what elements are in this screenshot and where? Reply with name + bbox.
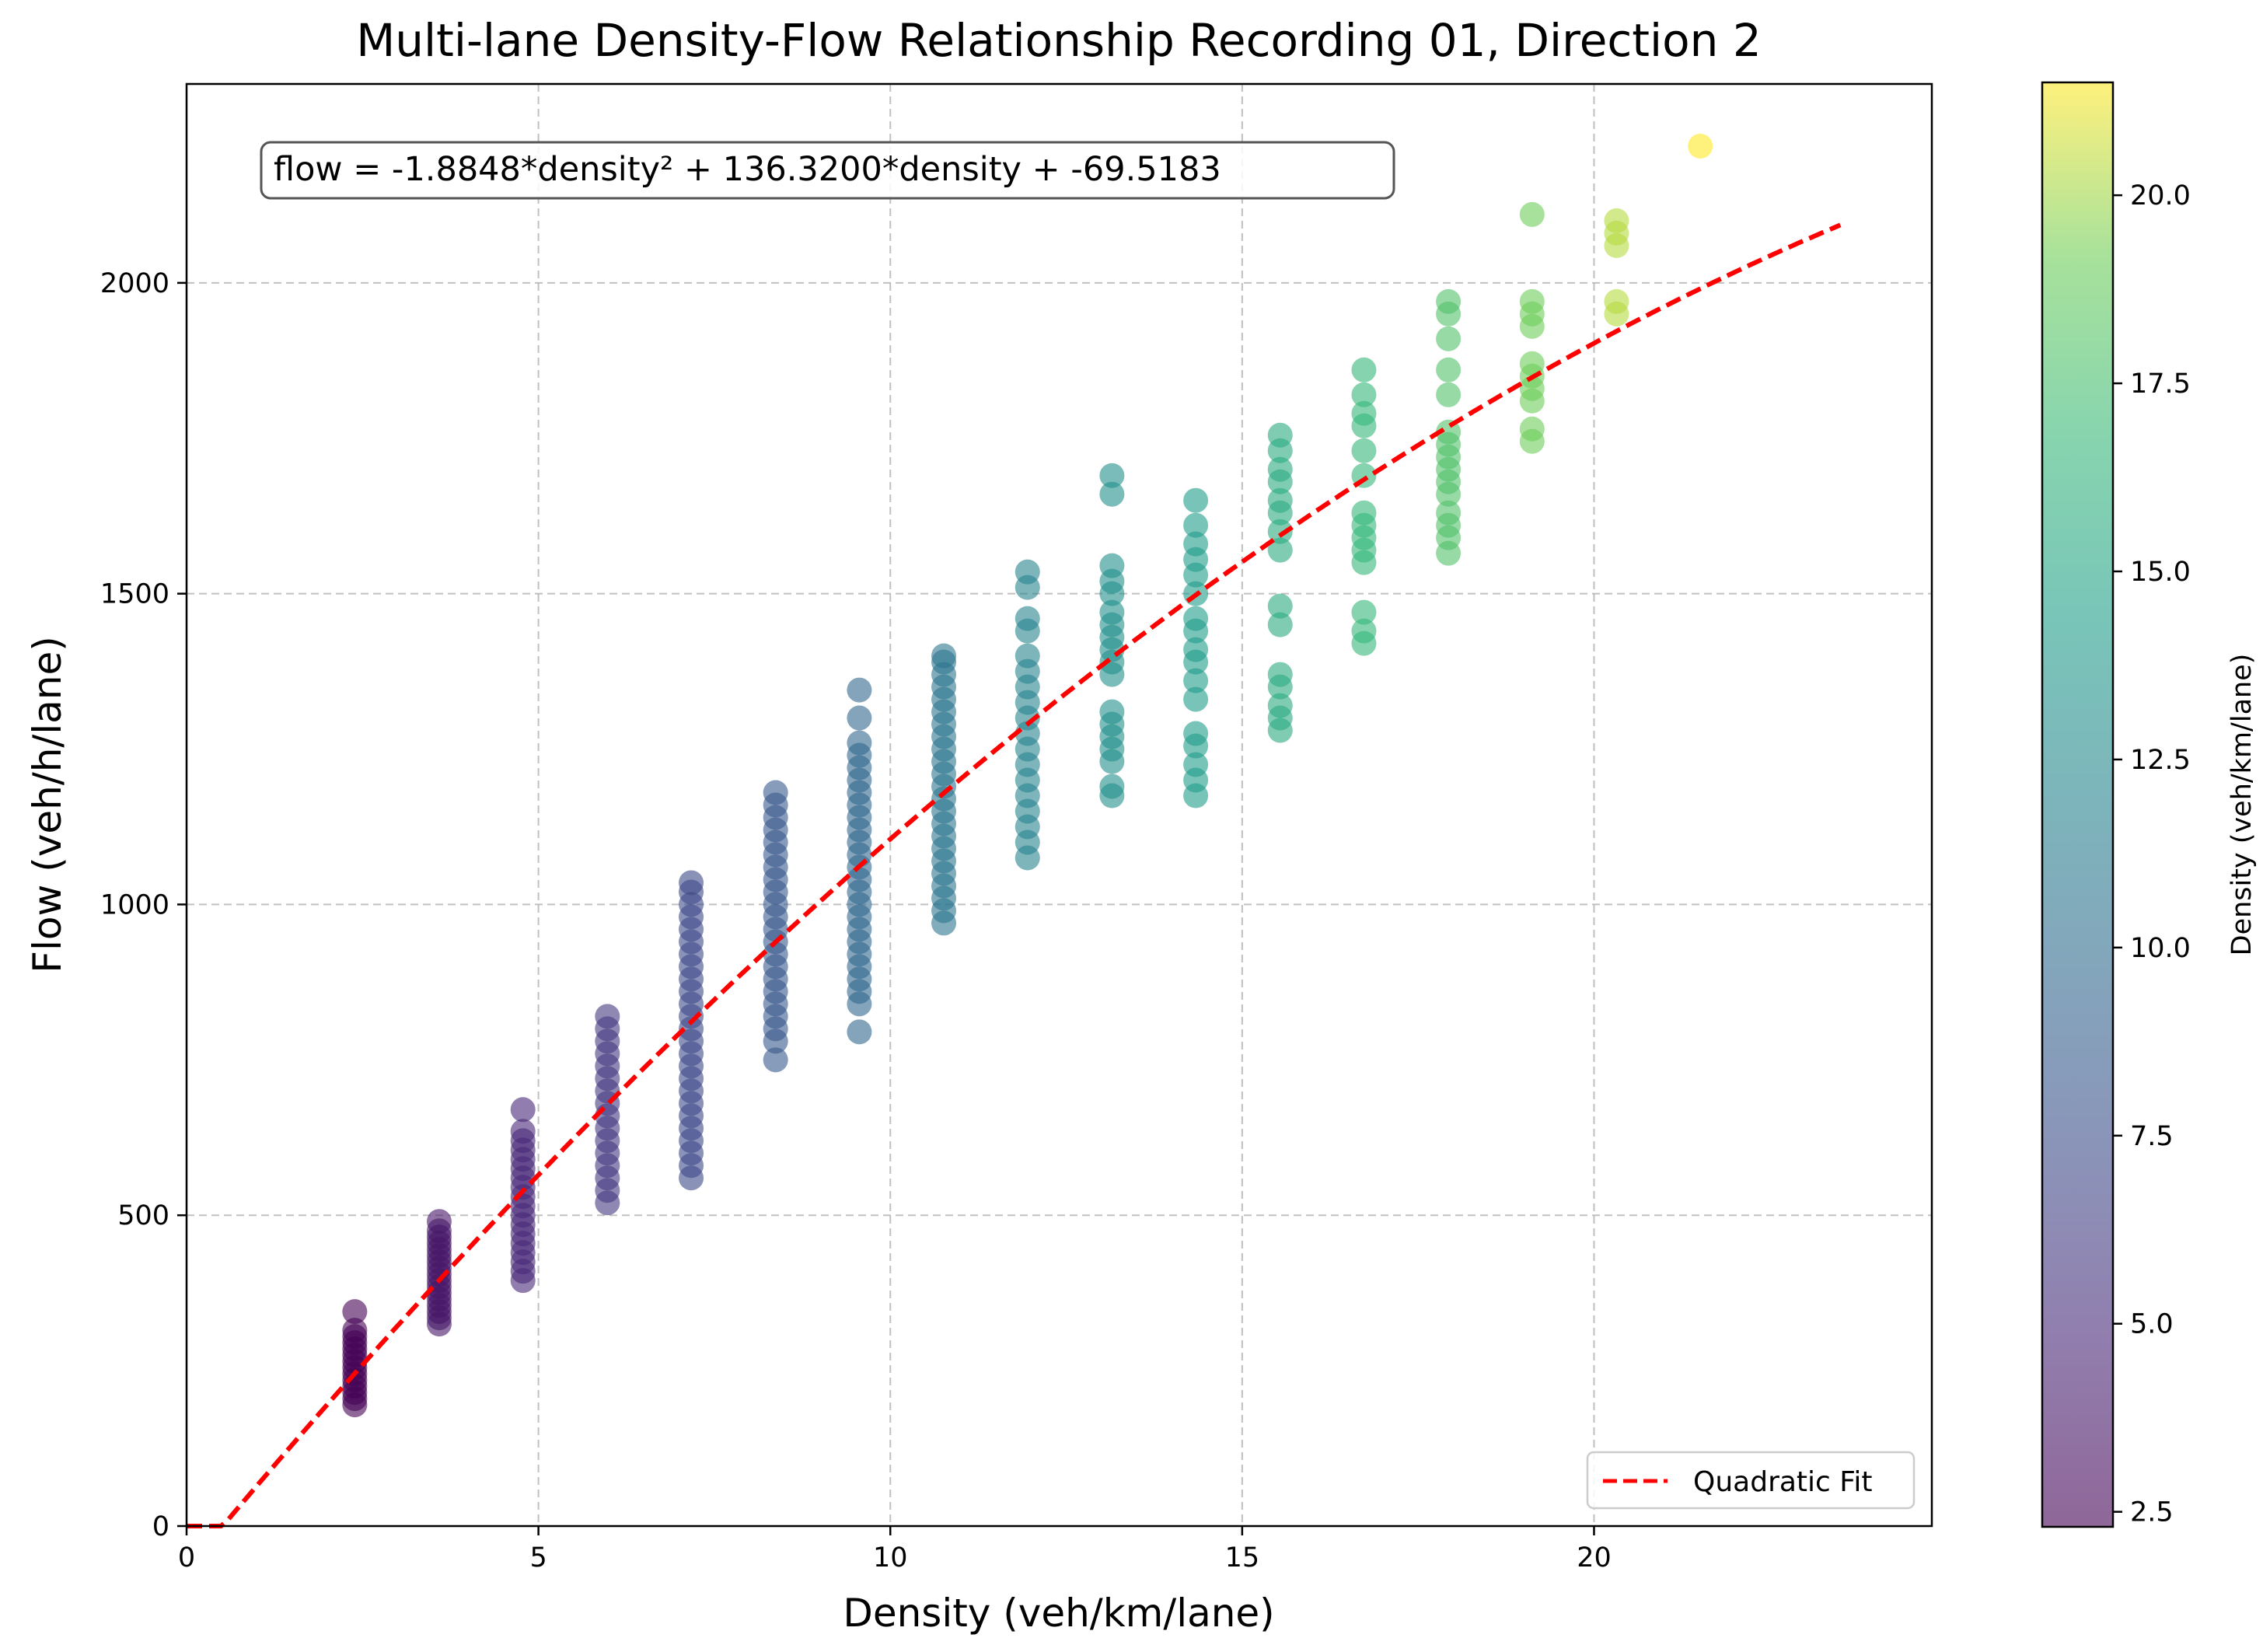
- data-point: [1267, 422, 1293, 448]
- colorbar-tick-label: 5.0: [2130, 1309, 2174, 1340]
- colorbar-tick-label: 12.5: [2130, 745, 2191, 776]
- data-point: [1436, 382, 1462, 407]
- data-point: [1604, 208, 1629, 233]
- y-tick-label: 2000: [100, 268, 169, 299]
- y-tick-label: 1500: [100, 579, 169, 610]
- data-point: [342, 1318, 368, 1343]
- data-point: [1183, 637, 1209, 662]
- data-point: [426, 1209, 452, 1235]
- data-point: [1351, 382, 1377, 407]
- data-point: [1267, 519, 1293, 544]
- data-point: [763, 1047, 788, 1073]
- data-point: [1351, 400, 1377, 426]
- data-point: [847, 1019, 872, 1045]
- data-point: [595, 1004, 620, 1029]
- fit-curve-group: [187, 222, 1842, 1528]
- data-point: [1267, 662, 1293, 687]
- annotation-box: flow = -1.8848*density² + 136.3200*densi…: [260, 141, 1395, 200]
- x-tick-label: 20: [1577, 1542, 1612, 1573]
- data-point: [1099, 463, 1125, 488]
- y-axis-label: Flow (veh/h/lane): [25, 636, 70, 973]
- x-axis-ticks: 0 5 10 15 20: [178, 1526, 1612, 1573]
- data-point: [1183, 668, 1209, 693]
- y-tick-label: 500: [117, 1200, 169, 1231]
- data-point: [1688, 133, 1713, 159]
- data-point: [1436, 326, 1462, 351]
- colorbar-tick-label: 20.0: [2130, 180, 2191, 211]
- data-point: [1183, 721, 1209, 746]
- fit-curve: [187, 222, 1842, 1528]
- legend-label-fit: Quadratic Fit: [1693, 1466, 1872, 1498]
- colorbar-tick-label: 15.0: [2130, 557, 2191, 588]
- colorbar-label: Density (veh/km/lane): [2226, 654, 2258, 956]
- grid: [187, 84, 1932, 1526]
- colorbar-tick-label: 7.5: [2130, 1121, 2174, 1152]
- data-point: [1099, 553, 1125, 578]
- data-point: [1183, 531, 1209, 557]
- data-point: [1351, 357, 1377, 382]
- x-tick-label: 0: [178, 1542, 195, 1573]
- x-tick-label: 10: [873, 1542, 908, 1573]
- data-point: [1519, 351, 1545, 376]
- scatter-points: [342, 133, 1713, 1418]
- y-axis-ticks: 0 500 1000 1500 2000: [100, 268, 187, 1542]
- data-point: [1436, 357, 1462, 382]
- legend: Quadratic Fit: [1586, 1451, 1916, 1510]
- data-point: [1519, 201, 1545, 227]
- data-point: [931, 643, 957, 669]
- data-point: [1015, 643, 1040, 669]
- data-point: [1436, 419, 1462, 445]
- data-point: [1436, 500, 1462, 526]
- data-point: [1519, 416, 1545, 442]
- data-point: [1267, 593, 1293, 619]
- colorbar-tick-label: 10.0: [2130, 933, 2191, 964]
- data-point: [1183, 686, 1209, 712]
- colorbar: 2.5 5.0 7.5 10.0 12.5 15.0 17.5 20.0 Density (v…: [2041, 81, 2258, 1528]
- data-point: [1183, 487, 1209, 513]
- x-tick-label: 15: [1225, 1542, 1260, 1573]
- data-point: [1519, 288, 1545, 314]
- y-tick-label: 0: [152, 1511, 169, 1542]
- data-point: [1351, 500, 1377, 526]
- plot-frame: [185, 82, 1933, 1528]
- fit-equation: flow = -1.8848*density² + 136.3200*densi…: [274, 150, 1221, 189]
- data-point: [1015, 606, 1040, 631]
- data-point: [1351, 599, 1377, 625]
- data-point: [1351, 618, 1377, 644]
- x-tick-label: 5: [529, 1542, 547, 1573]
- data-point: [1099, 599, 1125, 625]
- data-point: [847, 730, 872, 756]
- data-point: [1267, 537, 1293, 563]
- data-point: [1436, 288, 1462, 314]
- data-point: [1099, 774, 1125, 799]
- data-point: [679, 870, 704, 896]
- data-point: [1183, 606, 1209, 631]
- data-point: [510, 1119, 536, 1144]
- data-point: [1267, 693, 1293, 718]
- data-point: [1267, 487, 1293, 513]
- data-point: [1183, 752, 1209, 777]
- data-point: [1351, 438, 1377, 463]
- data-point: [510, 1097, 536, 1123]
- data-point: [1015, 559, 1040, 585]
- data-point: [847, 677, 872, 703]
- data-point: [847, 705, 872, 731]
- data-point: [1099, 699, 1125, 725]
- data-point: [342, 1299, 368, 1325]
- x-axis-label: Density (veh/km/lane): [843, 1591, 1274, 1636]
- data-point: [1604, 288, 1629, 314]
- data-point: [1099, 481, 1125, 507]
- colorbar-gradient: [2041, 81, 2115, 1528]
- chart-title: Multi-lane Density-Flow Relationship Rec…: [356, 14, 1762, 67]
- y-tick-label: 1000: [100, 889, 169, 920]
- colorbar-tick-label: 2.5: [2130, 1497, 2174, 1528]
- data-point: [763, 780, 788, 805]
- colorbar-ticks: 2.5 5.0 7.5 10.0 12.5 15.0 17.5 20.0: [2113, 180, 2191, 1528]
- data-point: [1267, 456, 1293, 482]
- colorbar-tick-label: 17.5: [2130, 368, 2191, 400]
- data-point: [1183, 512, 1209, 538]
- data-point: [1267, 612, 1293, 637]
